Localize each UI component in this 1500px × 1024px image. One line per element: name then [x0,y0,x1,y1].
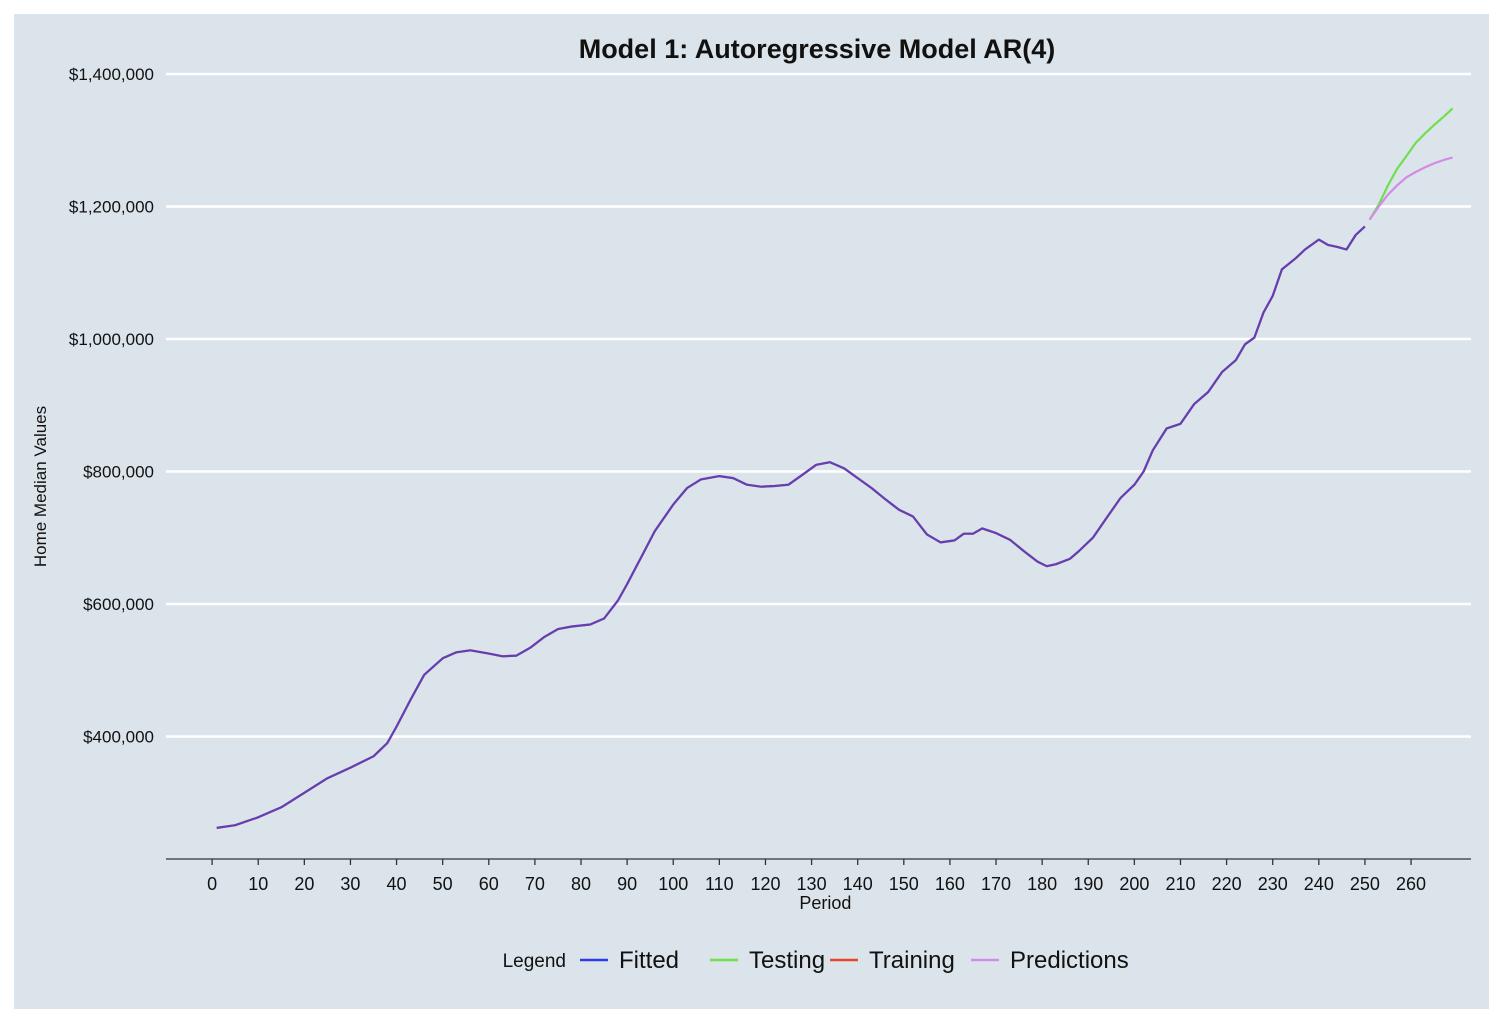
legend-title: Legend [503,951,566,972]
x-tick-label: 120 [750,874,780,894]
series-line-testing [1368,107,1454,221]
chart-panel: Model 1: Autoregressive Model AR(4) $400… [14,14,1489,1009]
x-tick-label: 160 [935,874,965,894]
x-tick-label: 210 [1165,874,1195,894]
x-tick-label: 60 [479,874,499,894]
chart-svg: Model 1: Autoregressive Model AR(4) $400… [31,34,1471,974]
series-line-predictions [1368,156,1453,221]
legend-label-testing: Testing [749,947,825,974]
y-tick-label: $1,000,000 [69,330,154,349]
x-tick-label: 0 [207,874,217,894]
x-tick-label: 10 [248,874,268,894]
x-tick-label: 240 [1304,874,1334,894]
x-tick-label: 20 [294,874,314,894]
x-tick-label: 190 [1073,874,1103,894]
x-tick-label: 170 [981,874,1011,894]
x-tick-label: 130 [797,874,827,894]
legend-label-predictions: Predictions [1010,947,1129,974]
x-tick-label: 140 [843,874,873,894]
y-tick-label: $1,400,000 [69,65,154,84]
x-axis-label: Period [799,893,851,913]
legend-label-training: Training [869,947,955,974]
x-tick-label: 100 [658,874,688,894]
x-tick-label: 260 [1396,874,1426,894]
x-tick-label: 230 [1258,874,1288,894]
x-tick-label: 110 [705,874,734,894]
x-tick-label: 50 [433,874,453,894]
y-tick-label: $1,200,000 [69,197,154,216]
x-tick-label: 90 [617,874,637,894]
y-tick-labels: $400,000 $600,000 $800,000 $1,000,000 $1,200… [69,65,154,746]
x-tick-label: 150 [889,874,919,894]
grid-lines [166,72,1471,738]
x-tick-label: 180 [1027,874,1057,894]
x-tick-label: 40 [387,874,407,894]
x-ticks: 0 10 20 30 40 50 60 70 80 90 100 110 120 130 140 150 160… [207,859,1426,894]
x-tick-label: 70 [525,874,545,894]
y-tick-label: $800,000 [83,462,154,481]
x-tick-label: 250 [1350,874,1380,894]
chart-title: Model 1: Autoregressive Model AR(4) [579,34,1056,64]
series-line-fitted [216,225,1366,829]
x-tick-label: 30 [340,874,360,894]
legend-label-fitted: Fitted [619,947,679,974]
y-axis-label: Home Median Values [31,406,50,567]
x-tick-label: 80 [571,874,591,894]
x-tick-label: 220 [1212,874,1242,894]
y-tick-label: $400,000 [83,727,154,746]
y-tick-label: $600,000 [83,595,154,614]
legend: Legend Fitted Testing Training Predictions [503,947,1129,974]
series-lines [216,107,1454,829]
x-tick-label: 200 [1119,874,1149,894]
